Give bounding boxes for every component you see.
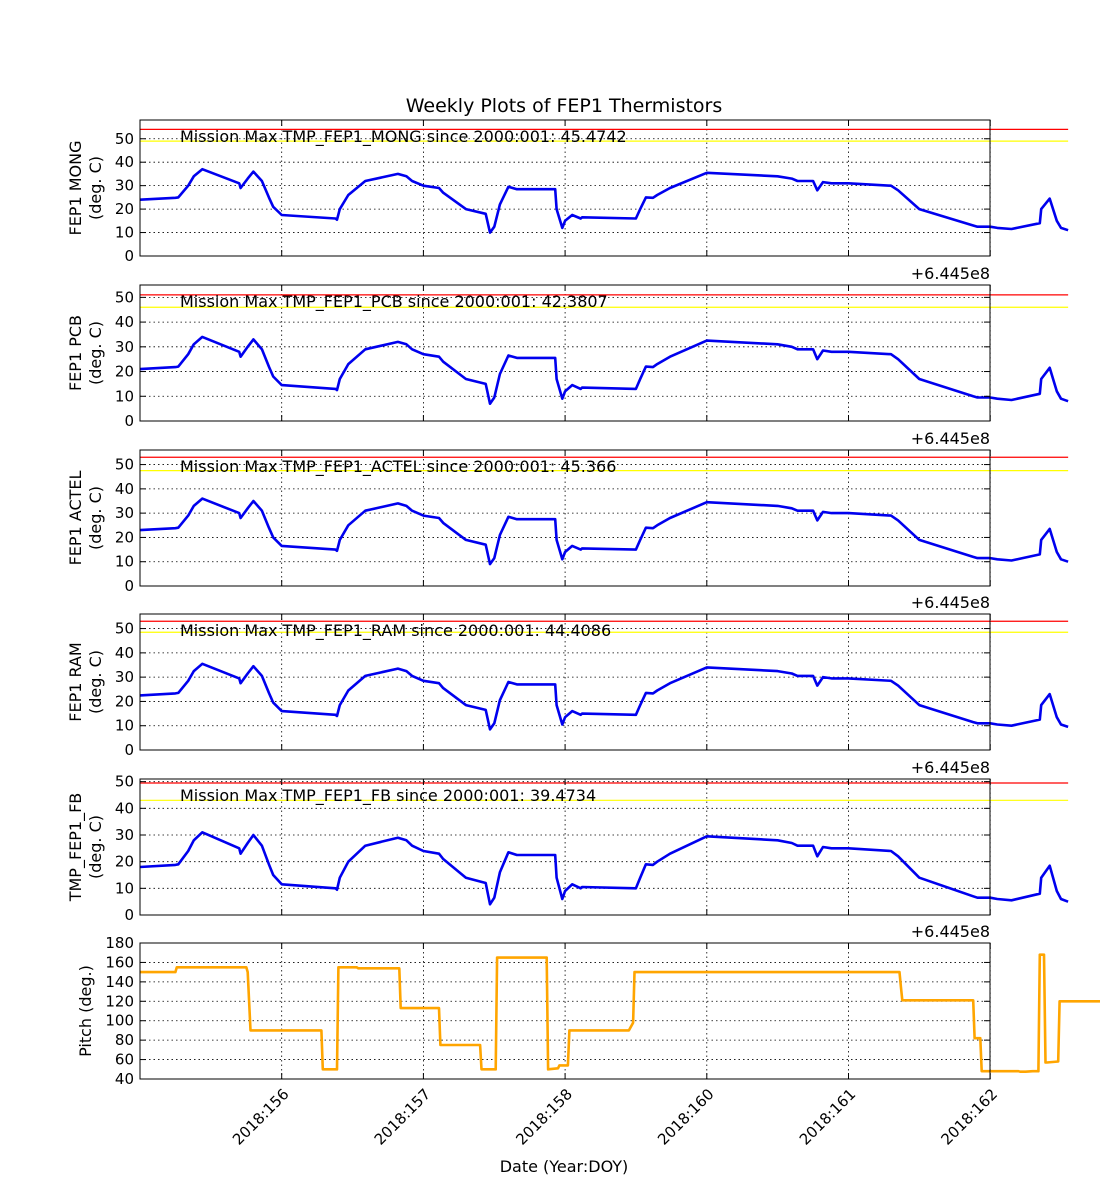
figure-title: Weekly Plots of FEP1 Thermistors [406, 95, 723, 117]
series-line-tmp_fep1_mong [139, 167, 1069, 234]
y-axis-unit-label: (deg. C) [86, 815, 105, 879]
panel-tmp-fep1-mong: 0 10 20 30 40 50 Mission Max TMP_FEP1_MONG sin… [66, 119, 1069, 265]
y-tick-label: 20 [115, 363, 134, 381]
y-tick-label: 0 [124, 412, 134, 430]
y-tick-label: 40 [115, 153, 134, 171]
y-tick-label: 50 [115, 773, 134, 791]
y-tick-label: 140 [105, 973, 134, 991]
panel-tmp-fep1-fb: 0 10 20 30 40 50 Mission Max TMP_FEP1_FB since… [66, 758, 1069, 924]
x-tick-label: 2018:160 [654, 1085, 718, 1149]
y-tick-label: 0 [124, 577, 134, 595]
y-axis-label: FEP1 PCB [66, 315, 85, 391]
y-tick-label: 10 [115, 553, 134, 571]
y-tick-label: 30 [115, 338, 134, 356]
x-offset-label: +6.445e8 [911, 593, 990, 612]
y-tick-label: 40 [115, 313, 134, 331]
x-tick-label: 2018:161 [796, 1085, 860, 1149]
y-tick-label: 40 [115, 480, 134, 498]
x-offset-label: +6.445e8 [911, 264, 990, 283]
series-line-pitch [140, 953, 1100, 1073]
y-tick-label: 0 [124, 906, 134, 924]
y-tick-label: 20 [115, 853, 134, 871]
y-tick-label: 30 [115, 826, 134, 844]
y-tick-label: 30 [115, 504, 134, 522]
y-tick-label: 120 [105, 992, 134, 1010]
series-line-tmp_fep1_fb [139, 830, 1069, 906]
mission-max-annotation: Mission Max TMP_FEP1_PCB since 2000:001:… [180, 292, 608, 312]
series-line-tmp_fep1_pcb [139, 335, 1069, 406]
x-tick-label: 2018:157 [371, 1085, 435, 1149]
y-tick-label: 10 [115, 717, 134, 735]
y-tick-label: 160 [105, 953, 134, 971]
mission-max-annotation: Mission Max TMP_FEP1_ACTEL since 2000:00… [180, 457, 616, 477]
y-tick-label: 50 [115, 456, 134, 474]
y-tick-label: 20 [115, 200, 134, 218]
y-tick-label: 40 [115, 644, 134, 662]
y-tick-label: 30 [115, 177, 134, 195]
panel-tmp-fep1-ram: 0 10 20 30 40 50 Mission Max TMP_FEP1_RAM sinc… [66, 593, 1069, 759]
x-offset-label: +6.445e8 [911, 922, 990, 941]
x-offset-label: +6.445e8 [911, 429, 990, 448]
y-tick-label: 30 [115, 668, 134, 686]
panel-tmp-fep1-pcb: 0 10 20 30 40 50 Mission Max TMP_FEP1_PCB sinc… [66, 264, 1069, 430]
y-tick-label: 10 [115, 224, 134, 242]
y-tick-label: 40 [115, 1070, 134, 1088]
y-axis-unit-label: (deg. C) [86, 156, 105, 220]
y-axis-unit-label: (deg. C) [86, 650, 105, 714]
y-tick-label: 50 [115, 130, 134, 148]
y-tick-label: 0 [124, 741, 134, 759]
y-axis-unit-label: (deg. C) [86, 486, 105, 550]
y-tick-label: 0 [124, 247, 134, 265]
y-tick-label: 40 [115, 799, 134, 817]
y-tick-label: 10 [115, 879, 134, 897]
y-tick-label: 50 [115, 288, 134, 306]
panel-tmp-fep1-actel: 0 10 20 30 40 50 Mission Max TMP_FEP1_ACTEL si… [66, 429, 1069, 595]
y-axis-label: FEP1 ACTEL [66, 470, 85, 565]
series-line-tmp_fep1_actel [139, 497, 1069, 566]
x-tick-label: 2018:162 [937, 1085, 1001, 1149]
mission-max-annotation: Mission Max TMP_FEP1_MONG since 2000:001… [180, 127, 627, 147]
x-offset-label: +6.445e8 [911, 758, 990, 777]
y-axis-label: FEP1 RAM [66, 642, 85, 721]
y-tick-label: 20 [115, 528, 134, 546]
y-axis-label: TMP_FEP1_FB [66, 793, 86, 903]
y-tick-label: 50 [115, 620, 134, 638]
x-axis-label: Date (Year:DOY) [500, 1157, 629, 1176]
y-tick-label: 100 [105, 1012, 134, 1030]
series-line-tmp_fep1_ram [139, 662, 1069, 731]
x-tick-label: 2018:158 [512, 1085, 576, 1149]
plot-panels: 0 10 20 30 40 50 Mission Max TMP_FEP1_MONG sin… [66, 119, 1100, 1149]
mission-max-annotation: Mission Max TMP_FEP1_FB since 2000:001: … [180, 786, 596, 806]
y-axis-label: Pitch (deg.) [76, 965, 95, 1057]
mission-max-annotation: Mission Max TMP_FEP1_RAM since 2000:001:… [180, 621, 611, 641]
x-tick-label: 2018:156 [229, 1085, 293, 1149]
y-tick-label: 20 [115, 692, 134, 710]
y-tick-label: 10 [115, 387, 134, 405]
y-axis-label: FEP1 MONG [66, 141, 85, 236]
y-axis-unit-label: (deg. C) [86, 321, 105, 385]
y-tick-label: 180 [105, 934, 134, 952]
y-tick-label: 60 [115, 1051, 134, 1069]
y-tick-label: 80 [115, 1031, 134, 1049]
